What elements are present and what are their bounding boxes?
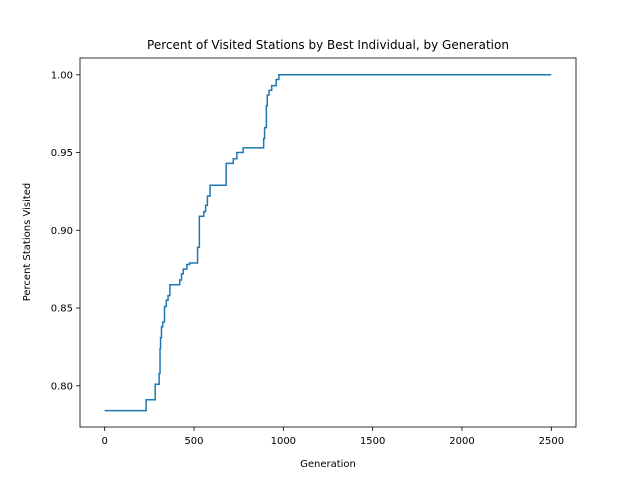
- x-tick-label-4: 2000: [449, 436, 474, 447]
- x-tick-label-1: 500: [184, 436, 203, 447]
- x-tick-label-5: 2500: [539, 436, 564, 447]
- x-tick-label-2: 1000: [271, 436, 296, 447]
- x-tick-label-3: 1500: [360, 436, 385, 447]
- y-tick-label-0: 0.80: [51, 381, 73, 392]
- y-tick-label-1: 0.85: [51, 304, 73, 315]
- y-tick-label-3: 0.95: [51, 148, 73, 159]
- y-tick-label-4: 1.00: [51, 70, 73, 81]
- chart-title: Percent of Visited Stations by Best Indi…: [147, 38, 509, 52]
- axes-frame: [79, 57, 577, 428]
- y-tick-label-2: 0.90: [51, 226, 73, 237]
- plot-area: 0 500 1000 1500 2000 2500 0.80 0.85 0.90 0.95 1.00: [51, 57, 577, 447]
- series-line-0: [104, 74, 552, 412]
- x-tick-label-0: 0: [101, 436, 107, 447]
- x-axis-label: Generation: [300, 459, 356, 470]
- y-axis-label: Percent Stations Visited: [22, 183, 33, 302]
